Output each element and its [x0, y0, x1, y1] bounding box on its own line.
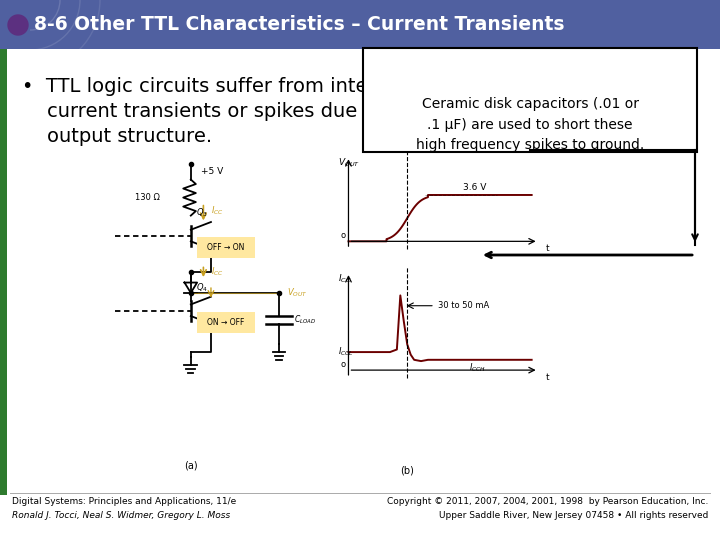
FancyBboxPatch shape: [197, 312, 255, 333]
FancyBboxPatch shape: [363, 48, 697, 152]
Circle shape: [8, 15, 28, 35]
Text: $C_{LOAD}$: $C_{LOAD}$: [294, 314, 316, 326]
Text: $I_{CC}$: $I_{CC}$: [211, 204, 224, 217]
Text: Ceramic disk capacitors (.01 or
.1 μF) are used to short these
high frequency sp: Ceramic disk capacitors (.01 or .1 μF) a…: [416, 97, 644, 152]
Text: $I_{CCH}$: $I_{CCH}$: [469, 361, 487, 374]
Text: o: o: [341, 231, 346, 240]
Text: 30 to 50 mA: 30 to 50 mA: [438, 301, 490, 310]
Text: $I_{CC}$: $I_{CC}$: [211, 266, 224, 279]
Text: o: o: [341, 360, 346, 369]
Text: ON → OFF: ON → OFF: [207, 318, 245, 327]
Bar: [0, 0, 720, 49]
Text: $I_{CC}$: $I_{CC}$: [338, 272, 351, 285]
Text: $V_{OUT}$: $V_{OUT}$: [287, 287, 307, 299]
Text: 130 Ω: 130 Ω: [135, 193, 161, 202]
Text: t: t: [546, 244, 549, 253]
FancyBboxPatch shape: [197, 238, 255, 258]
Text: Digital Systems: Principles and Applications, 11/e: Digital Systems: Principles and Applicat…: [12, 497, 236, 507]
Text: $V_{OUT}$: $V_{OUT}$: [338, 157, 360, 169]
Text: output structure.: output structure.: [22, 127, 212, 146]
Text: +5 V: +5 V: [201, 167, 223, 176]
Text: (a): (a): [184, 461, 197, 470]
Text: 3.6 V: 3.6 V: [462, 184, 486, 192]
Text: $Q_3$: $Q_3$: [196, 207, 208, 219]
Text: Upper Saddle River, New Jersey 07458 • All rights reserved: Upper Saddle River, New Jersey 07458 • A…: [438, 510, 708, 519]
Text: $Q_4$: $Q_4$: [196, 282, 208, 294]
Text: $I_{CCL}$: $I_{CCL}$: [338, 346, 354, 359]
Text: current transients or spikes due to the totem-pole: current transients or spikes due to the …: [22, 102, 535, 121]
Text: 8-6 Other TTL Characteristics – Current Transients: 8-6 Other TTL Characteristics – Current …: [34, 15, 564, 33]
Text: •  TTL logic circuits suffer from internally generated: • TTL logic circuits suffer from interna…: [22, 77, 528, 96]
Bar: [0, 49, 7, 495]
Text: (b): (b): [400, 465, 414, 476]
Text: t: t: [546, 373, 549, 382]
Text: OFF → ON: OFF → ON: [207, 244, 245, 252]
Text: Copyright © 2011, 2007, 2004, 2001, 1998  by Pearson Education, Inc.: Copyright © 2011, 2007, 2004, 2001, 1998…: [387, 497, 708, 507]
Text: Ronald J. Tocci, Neal S. Widmer, Gregory L. Moss: Ronald J. Tocci, Neal S. Widmer, Gregory…: [12, 510, 230, 519]
